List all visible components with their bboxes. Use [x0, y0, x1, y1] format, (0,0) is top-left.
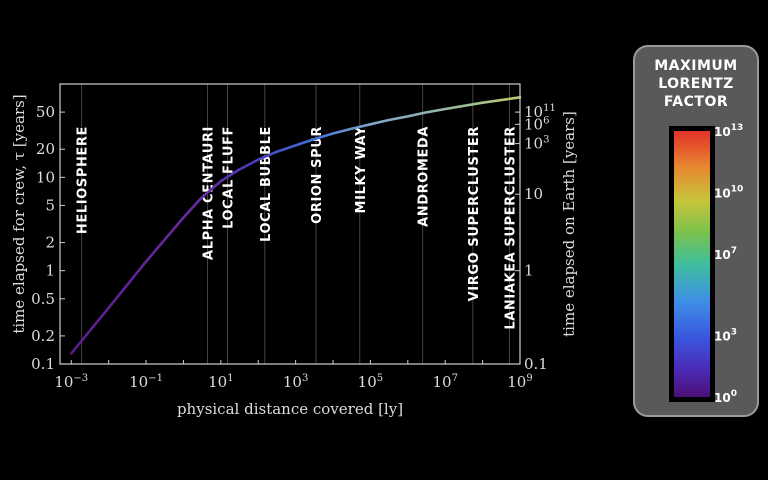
y2-axis-title: time elapsed on Earth [years]: [560, 111, 578, 337]
y-tick-label-4: 2: [45, 234, 55, 252]
landmark-label-4: ORION SPUR: [310, 126, 325, 224]
y2-tick-label-2: 10: [524, 185, 543, 203]
y-tick-label-3: 1: [45, 262, 55, 280]
colorbar-tick-label-3: 1010: [714, 184, 743, 200]
colorbar-ticks: 100 103 107 1010 1013: [714, 123, 743, 405]
landmark-label-0: HELIOSPHERE: [76, 126, 91, 234]
y2-tick-label-5: 1011: [524, 103, 556, 121]
colorbar-tick-label-2: 107: [714, 246, 737, 262]
y2-tick-label-4: 106: [524, 115, 549, 133]
colorbar-title-line-2: LORENTZ: [658, 76, 734, 92]
y2-tick-label-3: 103: [524, 135, 549, 153]
landmark-label-7: VIRGO SUPERCLUSTER: [467, 126, 482, 301]
series-line-0: [70, 96, 522, 355]
series-layer: [70, 96, 522, 355]
plot-frame: [59, 83, 521, 365]
y-tick-label-6: 10: [36, 168, 55, 186]
landmark-label-3: LOCAL BUBBLE: [259, 126, 274, 242]
y-tick-label-0: 0.1: [31, 355, 55, 373]
x-axis-title: physical distance covered [ly]: [177, 400, 403, 418]
y-tick-label-5: 5: [45, 196, 55, 214]
colorbar-gradient-bar: [674, 131, 710, 397]
x-tick-label-5: 107: [432, 373, 457, 391]
y-tick-label-7: 20: [36, 140, 55, 158]
x-tick-label-1: 10−1: [129, 373, 163, 391]
landmark-label-8: LANIAKEA SUPERCLUSTER: [503, 126, 518, 330]
x-tick-label-6: 109: [507, 373, 532, 391]
colorbar-tick-label-0: 100: [714, 389, 737, 405]
y-tick-label-2: 0.5: [31, 290, 55, 308]
colorbar-tick-label-1: 103: [714, 328, 737, 344]
x-tick-label-4: 105: [358, 373, 383, 391]
landmark-lines: HELIOSPHERE ALPHA CENTAURI LOCAL FLUFF LOCA…: [76, 84, 518, 364]
colorbar-legend: MAXIMUM LORENTZ FACTOR 100 103 107 1010 1013: [633, 45, 759, 417]
y2-tick-label-0: 0.1: [524, 355, 548, 373]
landmark-label-6: ANDROMEDA: [417, 126, 432, 227]
colorbar-title-line-3: FACTOR: [664, 94, 728, 110]
x-axis-ticks: 10−3 10−1 101 103 105 107 109: [54, 360, 533, 391]
y-tick-label-8: 50: [36, 103, 55, 121]
landmark-label-5: MILKY WAY: [354, 126, 369, 213]
colorbar-tick-label-4: 1013: [714, 123, 743, 139]
y2-tick-label-1: 1: [524, 262, 534, 280]
y-tick-label-1: 0.2: [31, 327, 55, 345]
x-tick-label-0: 10−3: [54, 373, 88, 391]
x-tick-label-2: 101: [208, 373, 233, 391]
x-tick-label-3: 103: [283, 373, 308, 391]
y-axis-ticks: 0.1 0.2 0.5 1 2 5 10 20 50: [31, 103, 65, 373]
y-axis-title: time elapsed for crew, τ [years]: [10, 94, 28, 333]
colorbar-title-line-1: MAXIMUM: [654, 58, 738, 74]
